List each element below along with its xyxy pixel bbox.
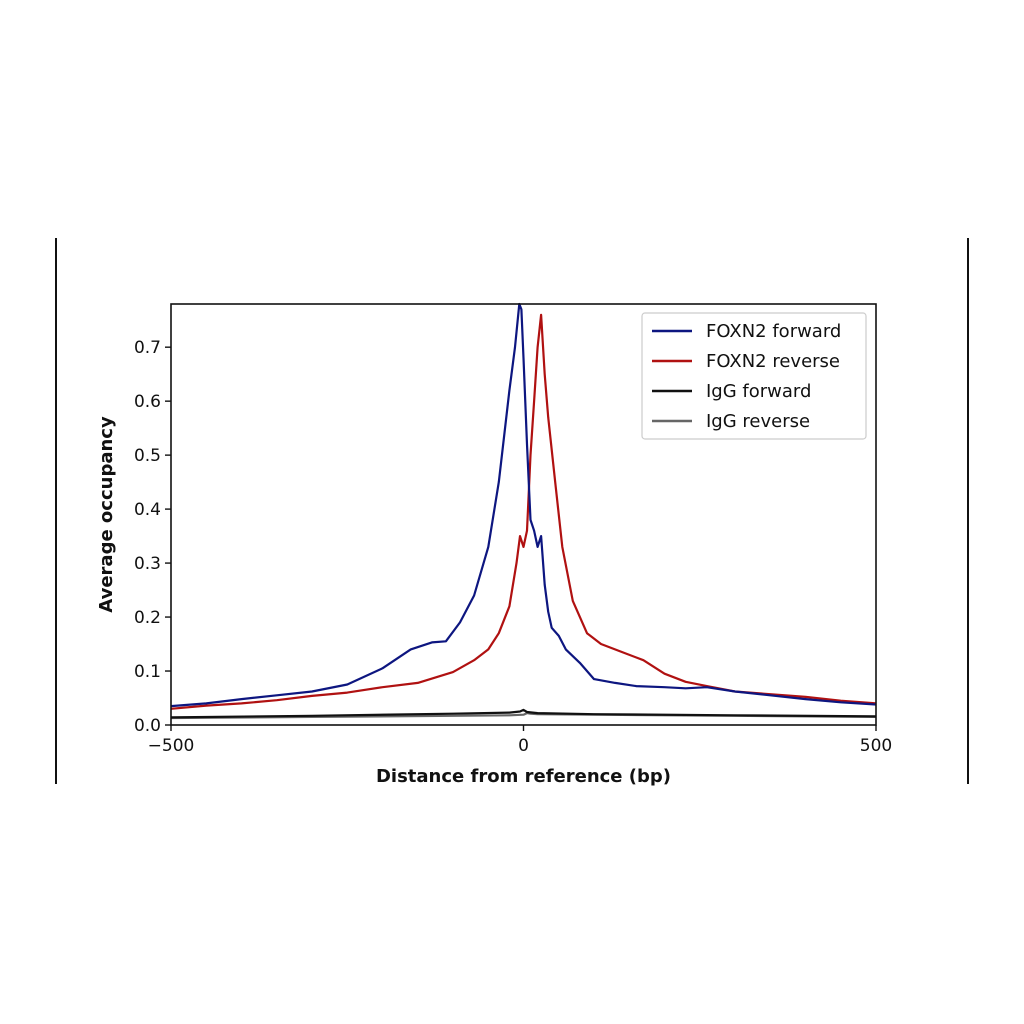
legend-label: FOXN2 reverse [706,351,840,372]
legend-label: FOXN2 forward [706,321,841,342]
x-tick-label: −500 [148,736,195,756]
left-frame-rule [55,238,57,784]
series-line-foxn2-forward [170,302,877,708]
y-axis-title: Average occupancy [96,416,117,613]
y-tick-label: 0.1 [134,662,161,682]
y-tick-label: 0.2 [134,608,161,628]
x-axis-ticks: −500 0 500 [148,725,892,756]
x-axis-title: Distance from reference (bp) [376,766,671,787]
legend-label: IgG reverse [706,411,810,432]
series-line-foxn2-reverse [170,313,877,710]
y-tick-label: 0.4 [134,500,161,520]
series-lines [170,302,877,720]
right-frame-rule [967,238,969,784]
y-tick-label: 0.5 [134,446,161,466]
y-tick-label: 0.0 [134,716,161,736]
y-tick-label: 0.7 [134,338,161,358]
legend: FOXN2 forward FOXN2 reverse IgG forward IgG… [641,312,867,440]
x-tick-label: 0 [518,736,529,756]
x-tick-label: 500 [860,736,892,756]
y-axis-ticks: 0.0 0.1 0.2 0.3 0.4 0.5 0.6 0.7 [134,338,171,736]
legend-label: IgG forward [706,381,811,402]
y-tick-label: 0.6 [134,392,161,412]
legend-box [641,312,867,440]
y-tick-label: 0.3 [134,554,161,574]
series-line-igg-forward [170,708,877,719]
